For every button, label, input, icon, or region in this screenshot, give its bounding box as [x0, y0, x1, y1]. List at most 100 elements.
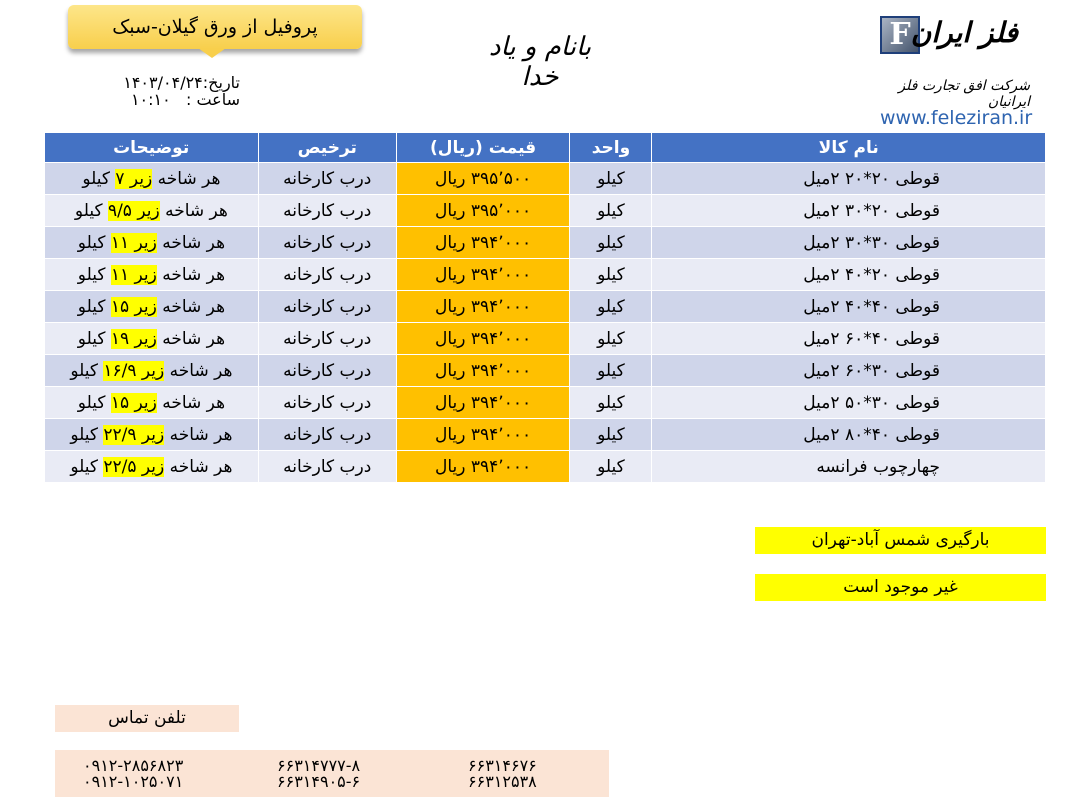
description-prefix: هر شاخه: [169, 424, 233, 445]
delivery: درب کارخانه: [257, 258, 397, 291]
delivery: درب کارخانه: [257, 354, 397, 387]
table-row: چهارچوب فرانسه کیلو ۳۹۴٬۰۰۰ ریال درب کار…: [44, 450, 1046, 483]
price: ۳۹۴٬۰۰۰ ریال: [395, 418, 571, 451]
logo-f-icon: F: [880, 16, 920, 54]
availability-note: غیر موجود است: [755, 574, 1046, 601]
phone-list: ۰۹۱۲-۲۸۵۶۸۲۳ ۶۶۳۱۴۷۷۷-۸ ۶۶۳۱۴۶۷۶ ۰۹۱۲-۱۰…: [55, 750, 609, 797]
header-delivery: ترخیص: [258, 133, 397, 163]
logo-company: شرکت افق تجارت فلز ایرانیان: [898, 78, 1030, 110]
description-suffix: کیلو: [77, 296, 106, 317]
delivery: درب کارخانه: [257, 290, 397, 323]
description-prefix: هر شاخه: [162, 392, 226, 413]
phone-number: ۶۶۳۱۴۷۷۷-۸: [277, 756, 361, 775]
weight-highlight: زیر ۱۱: [110, 264, 157, 285]
product-name: قوطی ۴۰*۶۰ ۲میل: [651, 322, 1046, 355]
product-name: قوطی ۴۰*۴۰ ۲میل: [651, 290, 1046, 323]
delivery: درب کارخانه: [257, 226, 397, 259]
unit: کیلو: [569, 450, 653, 483]
description: هر شاخه زیر ۱۵ کیلو: [44, 290, 259, 323]
delivery: درب کارخانه: [257, 162, 397, 195]
unit: کیلو: [569, 226, 653, 259]
weight-highlight: زیر ۹/۵: [107, 200, 160, 221]
description-prefix: هر شاخه: [165, 200, 228, 221]
weight-highlight: زیر ۱۱: [110, 232, 157, 253]
website-link[interactable]: www.feleziran.ir: [880, 107, 1033, 129]
price: ۳۹۴٬۰۰۰ ریال: [395, 386, 571, 419]
description-suffix: کیلو: [74, 200, 103, 221]
delivery: درب کارخانه: [257, 386, 397, 419]
description: هر شاخه زیر ۱۱ کیلو: [44, 226, 259, 259]
description-prefix: هر شاخه: [169, 456, 233, 477]
description-prefix: هر شاخه: [169, 360, 233, 381]
delivery: درب کارخانه: [257, 418, 397, 451]
weight-highlight: زیر ۲۲/۹: [103, 424, 165, 445]
table-header: نام کالا واحد قیمت (ریال) ترخیص توضیحات: [44, 133, 1046, 163]
price-table: نام کالا واحد قیمت (ریال) ترخیص توضیحات …: [44, 133, 1046, 483]
logo-name: فلز ایران: [910, 16, 1018, 49]
unit: کیلو: [569, 354, 653, 387]
table-row: قوطی ۴۰*۶۰ ۲میل کیلو ۳۹۴٬۰۰۰ ریال درب کا…: [44, 322, 1046, 355]
phone-number: ۶۶۳۱۲۵۳۸: [468, 772, 537, 791]
product-name: چهارچوب فرانسه: [651, 450, 1046, 483]
delivery: درب کارخانه: [257, 194, 397, 227]
weight-highlight: زیر ۱۵: [110, 392, 157, 413]
description-suffix: کیلو: [77, 232, 106, 253]
description: هر شاخه زیر ۷ کیلو: [44, 162, 259, 195]
unit: کیلو: [569, 162, 653, 195]
product-name: قوطی ۳۰*۶۰ ۲میل: [651, 354, 1046, 387]
weight-highlight: زیر ۷: [115, 168, 153, 189]
loading-note: بارگیری شمس آباد-تهران: [755, 527, 1046, 554]
page-title: پروفیل از ورق گیلان-سبک: [112, 16, 318, 38]
description-suffix: کیلو: [70, 424, 98, 445]
description-prefix: هر شاخه: [157, 168, 221, 189]
unit: کیلو: [569, 386, 653, 419]
weight-highlight: زیر ۱۶/۹: [103, 360, 165, 381]
time: ساعت : ۱۰:۱۰: [130, 90, 240, 109]
product-name: قوطی ۳۰*۳۰ ۲میل: [651, 226, 1046, 259]
description-prefix: هر شاخه: [162, 264, 226, 285]
weight-highlight: زیر ۲۲/۵: [103, 456, 165, 477]
weight-highlight: زیر ۱۵: [110, 296, 157, 317]
table-row: قوطی ۳۰*۳۰ ۲میل کیلو ۳۹۴٬۰۰۰ ریال درب کا…: [44, 226, 1046, 259]
product-name: قوطی ۲۰*۳۰ ۲میل: [651, 194, 1046, 227]
title-callout: پروفیل از ورق گیلان-سبک: [68, 5, 362, 58]
description-prefix: هر شاخه: [162, 328, 226, 349]
date-time: تاریخ:۱۴۰۳/۰۴/۲۴ ساعت : ۱۰:۱۰: [85, 74, 240, 108]
description: هر شاخه زیر ۱۵ کیلو: [44, 386, 259, 419]
price: ۳۹۴٬۰۰۰ ریال: [395, 258, 571, 291]
description-suffix: کیلو: [70, 360, 98, 381]
description: هر شاخه زیر ۱۹ کیلو: [44, 322, 259, 355]
delivery: درب کارخانه: [257, 322, 397, 355]
table-row: قوطی ۲۰*۲۰ ۲میل کیلو ۳۹۵٬۵۰۰ ریال درب کا…: [44, 162, 1046, 195]
price: ۳۹۴٬۰۰۰ ریال: [395, 322, 571, 355]
description: هر شاخه زیر ۲۲/۵ کیلو: [44, 450, 259, 483]
phone-number: ۶۶۳۱۴۶۷۶: [468, 756, 537, 775]
description: هر شاخه زیر ۹/۵ کیلو: [44, 194, 259, 227]
unit: کیلو: [569, 194, 653, 227]
phone-number: ۰۹۱۲-۲۸۵۶۸۲۳: [83, 756, 184, 775]
price: ۳۹۵٬۵۰۰ ریال: [395, 162, 571, 195]
price: ۳۹۵٬۰۰۰ ریال: [395, 194, 571, 227]
description-suffix: کیلو: [82, 168, 110, 189]
header-unit: واحد: [569, 133, 653, 163]
table-row: قوطی ۳۰*۶۰ ۲میل کیلو ۳۹۴٬۰۰۰ ریال درب کا…: [44, 354, 1046, 387]
description: هر شاخه زیر ۱۶/۹ کیلو: [44, 354, 259, 387]
product-name: قوطی ۴۰*۸۰ ۲میل: [651, 418, 1046, 451]
invocation: بانام و یاد خدا: [488, 32, 592, 92]
description-suffix: کیلو: [70, 456, 98, 477]
delivery: درب کارخانه: [257, 450, 397, 483]
description: هر شاخه زیر ۲۲/۹ کیلو: [44, 418, 259, 451]
unit: کیلو: [569, 290, 653, 323]
product-name: قوطی ۲۰*۴۰ ۲میل: [651, 258, 1046, 291]
description-prefix: هر شاخه: [162, 296, 226, 317]
description: هر شاخه زیر ۱۱ کیلو: [44, 258, 259, 291]
table-row: قوطی ۴۰*۴۰ ۲میل کیلو ۳۹۴٬۰۰۰ ریال درب کا…: [44, 290, 1046, 323]
table-row: قوطی ۲۰*۳۰ ۲میل کیلو ۳۹۵٬۰۰۰ ریال درب کا…: [44, 194, 1046, 227]
description-prefix: هر شاخه: [162, 232, 226, 253]
product-name: قوطی ۳۰*۵۰ ۲میل: [651, 386, 1046, 419]
phone-number: ۶۶۳۱۴۹۰۵-۶: [277, 772, 361, 791]
unit: کیلو: [569, 258, 653, 291]
weight-highlight: زیر ۱۹: [110, 328, 157, 349]
description-suffix: کیلو: [77, 392, 106, 413]
price: ۳۹۴٬۰۰۰ ریال: [395, 226, 571, 259]
